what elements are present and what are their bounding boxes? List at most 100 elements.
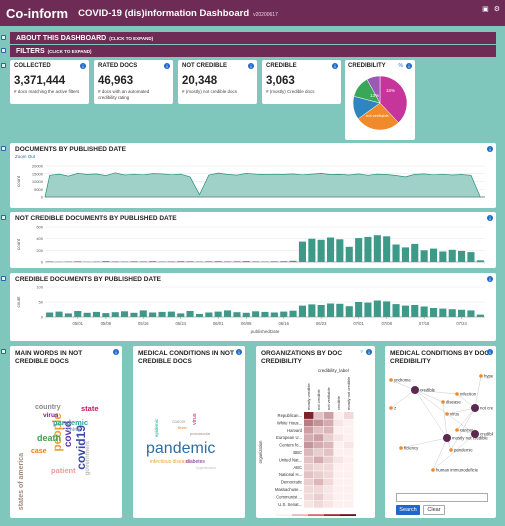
pie-slice <box>379 75 408 124</box>
save-icon[interactable]: ▣ <box>482 6 489 13</box>
data-bar <box>233 261 241 262</box>
graph-search-input[interactable] <box>396 493 488 502</box>
graph-node <box>455 428 459 432</box>
filter-icon[interactable]: ▿ <box>360 349 363 355</box>
y-tick-label: 0 <box>41 260 44 265</box>
stat-value: 20,348 <box>182 75 218 87</box>
graph-node-label: virus <box>450 412 459 417</box>
heatmap-column-label: not verifiable <box>326 387 331 410</box>
legend-swatch <box>340 514 356 516</box>
info-icon[interactable]: i <box>248 63 254 69</box>
settings-icon[interactable]: ⚙ <box>493 6 500 13</box>
graph-node <box>389 406 393 410</box>
network-graph[interactable]: hyper yndrome credible infection not credibl… <box>387 368 493 486</box>
zoom-out-link[interactable]: Zoom Out <box>15 154 36 159</box>
credible-toggle-icon[interactable] <box>1 276 6 281</box>
data-bar <box>327 237 335 262</box>
heatmap-cell <box>334 500 344 508</box>
info-icon[interactable]: i <box>487 349 493 355</box>
info-icon[interactable]: i <box>236 349 242 355</box>
data-bar <box>205 261 213 262</box>
data-bar <box>448 249 456 263</box>
y-tick-label: 5000 <box>34 187 44 192</box>
y-tick-label: 15000 <box>32 171 44 176</box>
y-axis-label: count <box>16 175 21 187</box>
word-cloud: country people state virus covid covid19pande… <box>18 404 99 511</box>
data-bar <box>186 311 194 317</box>
info-icon[interactable]: i <box>487 276 493 282</box>
credible-bar-chart: 100 50 0 count 05/01 05/08 05/16 05/24 06/01 06/0… <box>16 285 485 334</box>
bottom-toggle-icon[interactable] <box>1 349 6 354</box>
filters-bar[interactable]: FILTERS (CLICK TO EXPAND) <box>10 45 496 57</box>
cloud-word: patient <box>51 466 76 475</box>
cloud-word: china <box>67 427 80 433</box>
cloud-word: covid19 <box>74 425 88 470</box>
heatmap-cell <box>344 434 354 442</box>
heatmap-cell <box>334 412 344 419</box>
about-bar[interactable]: ABOUT THIS DASHBOARD (CLICK TO EXPAND) <box>10 32 496 44</box>
y-tick-label: 10000 <box>32 179 44 184</box>
graph-node-label: pandemic <box>454 448 473 453</box>
data-bar <box>439 308 447 317</box>
search-button[interactable]: Search <box>396 505 420 515</box>
heatmap-row-label: Massachuse... <box>275 487 302 492</box>
heatmap-cell <box>344 463 354 471</box>
stat-title: RATED DOCS <box>98 63 138 69</box>
pie-slice <box>357 102 399 131</box>
heatmap-row-label: Harvard <box>287 428 303 433</box>
filters-toggle-icon[interactable] <box>1 48 6 53</box>
heatmap-cell <box>324 434 334 442</box>
heatmap-cell <box>314 486 324 493</box>
data-bar <box>364 236 372 262</box>
stat-desc: # docs matching the active filters <box>14 89 80 94</box>
info-icon[interactable]: i <box>487 146 493 152</box>
heatmap-cell <box>344 500 354 508</box>
info-icon[interactable]: i <box>366 349 372 355</box>
about-toggle-icon[interactable] <box>1 35 6 40</box>
heatmap-cell <box>344 449 354 456</box>
stats-toggle-icon[interactable] <box>1 63 6 68</box>
filter-icon[interactable]: % <box>398 63 403 69</box>
clear-button[interactable]: Clear <box>423 505 445 515</box>
graph-node <box>449 448 453 452</box>
data-bar <box>270 261 278 262</box>
graph-edge <box>400 437 448 449</box>
graph-node-label: not credible <box>480 406 493 411</box>
y-tick-label: 50 <box>39 300 44 305</box>
y-axis-label: count <box>16 238 21 250</box>
info-icon[interactable]: i <box>164 63 170 69</box>
data-bar <box>411 243 419 262</box>
heatmap-cell <box>314 426 324 434</box>
cloud-word: covid <box>63 421 74 447</box>
info-icon[interactable]: i <box>113 349 119 355</box>
data-bar <box>46 261 54 262</box>
heatmap-row-title: organization <box>258 440 263 463</box>
panel-title: MEDICAL CONDITIONS IN NOT CREDIBLE DOCS <box>138 350 234 365</box>
data-bar <box>280 261 288 262</box>
heatmap-cell <box>314 441 324 449</box>
data-bar <box>355 238 363 262</box>
cloud-word: diabetes <box>186 459 205 465</box>
heatmap-cell <box>304 419 314 427</box>
graph-node-label: mostly not credible <box>452 436 488 441</box>
y-tick-label: 200 <box>36 248 43 253</box>
data-bar <box>289 260 297 262</box>
legend-swatch <box>308 514 324 516</box>
cloud-word: pandemic <box>146 440 215 457</box>
info-icon[interactable]: i <box>332 63 338 69</box>
not-credible-toggle-icon[interactable] <box>1 215 6 220</box>
graph-node-label: ficiency <box>404 446 419 451</box>
data-bar <box>242 261 250 262</box>
info-icon[interactable]: i <box>80 63 86 69</box>
heatmap-cell <box>304 449 314 456</box>
cloud-word: pneumonia <box>190 431 211 436</box>
panel-title: MEDICAL CONDITIONS BY DOC CREDIBILITY <box>390 350 490 365</box>
cloud-word: epidemic <box>154 418 159 437</box>
y-tick-label: 0 <box>41 195 44 200</box>
info-icon[interactable]: i <box>406 63 412 69</box>
info-icon[interactable]: i <box>487 215 493 221</box>
documents-toggle-icon[interactable] <box>1 146 6 151</box>
heatmap-cell <box>314 434 324 442</box>
heatmap-cell <box>324 463 334 471</box>
heatmap-cell <box>334 441 344 449</box>
